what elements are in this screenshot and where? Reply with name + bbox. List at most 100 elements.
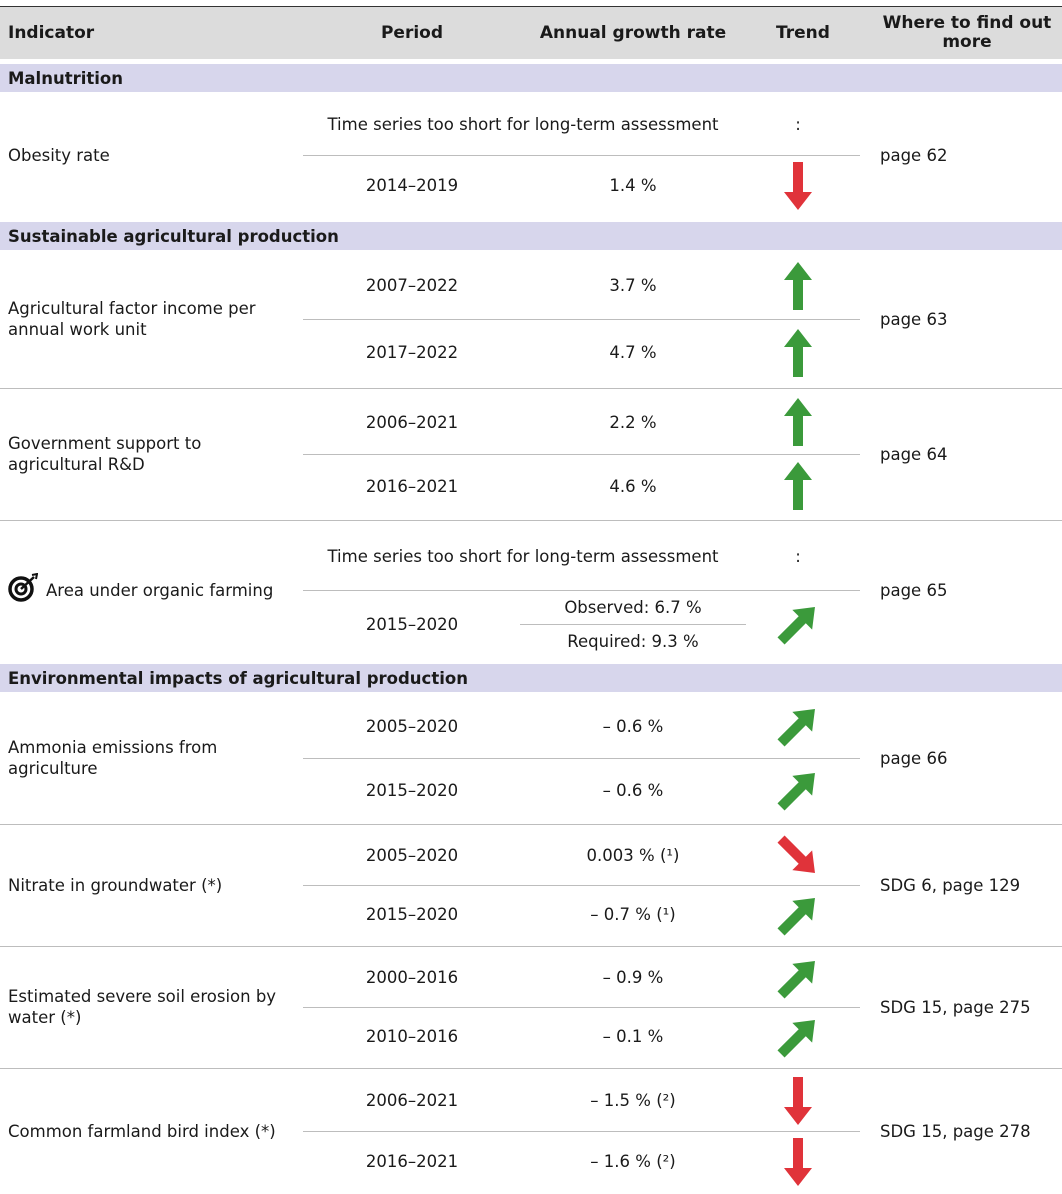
growth: – 0.6 % bbox=[602, 716, 664, 736]
period: 2015–2020 bbox=[365, 905, 459, 924]
growth: Required: 9.3 % bbox=[567, 631, 699, 651]
section-row: Malnutrition bbox=[0, 64, 1062, 92]
trend-text: : bbox=[795, 115, 801, 134]
row-divider bbox=[303, 758, 860, 759]
trend-arrow bbox=[784, 261, 812, 310]
trend-arrow bbox=[784, 161, 812, 210]
row-divider bbox=[303, 590, 860, 591]
trend bbox=[750, 885, 846, 944]
indicator-text: Area under organic farming bbox=[46, 580, 274, 600]
period: 2017–2022 bbox=[365, 343, 459, 362]
icon bbox=[8, 572, 39, 608]
growth: – 1.5 % (²) bbox=[590, 1091, 676, 1110]
trend-arrow bbox=[777, 1019, 815, 1058]
indicator: Obesity rate bbox=[8, 92, 298, 218]
group-divider bbox=[0, 824, 1062, 825]
header-growth: Annual growth rate bbox=[539, 23, 727, 43]
more: SDG 15, page 275 bbox=[880, 997, 1031, 1017]
trend-arrow bbox=[777, 607, 815, 645]
trend bbox=[750, 390, 846, 454]
section-row: Environmental impacts of agricultural pr… bbox=[0, 664, 1062, 692]
growth: – 0.1 % bbox=[602, 1027, 664, 1046]
indicator: Agricultural factor income per annual wo… bbox=[8, 250, 298, 388]
growth-divider bbox=[520, 624, 746, 625]
indicator-text: Obesity rate bbox=[8, 145, 110, 165]
header-trend: Trend bbox=[776, 23, 830, 43]
group-divider bbox=[0, 388, 1062, 389]
trend bbox=[750, 758, 846, 822]
period: 2007–2022 bbox=[365, 276, 459, 295]
period: 2006–2021 bbox=[365, 412, 459, 432]
trend bbox=[750, 319, 846, 386]
growth: Observed: 6.7 % bbox=[564, 597, 702, 617]
header-row bbox=[0, 7, 1062, 59]
target-icon bbox=[8, 572, 39, 602]
trend-arrow bbox=[784, 398, 812, 446]
trend bbox=[750, 1007, 846, 1066]
group-divider bbox=[0, 946, 1062, 947]
growth: – 1.6 % (²) bbox=[590, 1152, 676, 1171]
period: 2014–2019 bbox=[365, 176, 459, 195]
span-note: Time series too short for long-term asse… bbox=[327, 546, 719, 566]
header-period: Period bbox=[380, 23, 444, 43]
trend-arrow bbox=[777, 709, 815, 747]
growth: 0.003 % (¹) bbox=[586, 846, 680, 865]
period: 2010–2016 bbox=[365, 1027, 459, 1046]
trend-arrow bbox=[777, 960, 815, 999]
indicator-text: Common farmland bird index (*) bbox=[8, 1121, 276, 1141]
indicator: Common farmland bird index (*) bbox=[8, 1068, 298, 1194]
group-divider bbox=[0, 520, 1062, 521]
indicator-text: Ammonia emissions from agriculture bbox=[8, 738, 218, 778]
trend bbox=[750, 826, 846, 885]
trend-arrow bbox=[777, 834, 815, 873]
indicator: Nitrate in groundwater (*) bbox=[8, 824, 298, 946]
more: SDG 6, page 129 bbox=[880, 875, 1021, 895]
trend-arrow bbox=[777, 773, 815, 811]
growth: – 0.9 % bbox=[602, 968, 664, 987]
top-rule bbox=[0, 6, 1062, 7]
period: 2000–2016 bbox=[365, 968, 459, 987]
period: 2015–2020 bbox=[365, 780, 459, 800]
more: page 62 bbox=[880, 145, 948, 165]
indicator-text: Government support to agricultural R&D bbox=[8, 434, 202, 474]
indicator: Estimated severe soil erosion by water (… bbox=[8, 946, 298, 1068]
growth: – 0.6 % bbox=[602, 780, 664, 800]
growth: 3.7 % bbox=[609, 276, 657, 295]
more: page 66 bbox=[880, 748, 948, 768]
header-more: Where to find out more bbox=[882, 13, 1052, 52]
group-divider bbox=[0, 1068, 1062, 1069]
header-indicator: Indicator bbox=[8, 23, 95, 43]
period: 2016–2021 bbox=[365, 1152, 459, 1171]
indicator: Area under organic farming bbox=[8, 520, 298, 660]
trend bbox=[750, 155, 846, 216]
period: 2005–2020 bbox=[365, 716, 459, 736]
trend-text: : bbox=[795, 546, 801, 566]
growth: – 0.7 % (¹) bbox=[590, 905, 676, 924]
growth: 2.2 % bbox=[609, 412, 657, 432]
indicator: Ammonia emissions from agriculture bbox=[8, 692, 298, 824]
trend bbox=[750, 454, 846, 518]
row-divider bbox=[303, 885, 860, 886]
section-row: Sustainable agricultural production bbox=[0, 222, 1062, 250]
row-divider bbox=[303, 1131, 860, 1132]
more: page 65 bbox=[880, 580, 948, 600]
more: page 63 bbox=[880, 309, 948, 329]
trend bbox=[750, 1131, 846, 1192]
span-note: Time series too short for long-term asse… bbox=[327, 115, 719, 134]
indicator-text: Agricultural factor income per annual wo… bbox=[8, 299, 256, 339]
trend-arrow bbox=[777, 897, 815, 936]
trend bbox=[750, 948, 846, 1007]
period: 2006–2021 bbox=[365, 1091, 459, 1110]
more: SDG 15, page 278 bbox=[880, 1121, 1031, 1141]
indicator-text: Nitrate in groundwater (*) bbox=[8, 875, 223, 895]
period: 2015–2020 bbox=[365, 614, 459, 634]
growth: 1.4 % bbox=[609, 176, 657, 195]
trend bbox=[750, 252, 846, 319]
trend bbox=[750, 1070, 846, 1131]
growth: 4.7 % bbox=[609, 343, 657, 362]
row-divider bbox=[303, 155, 860, 156]
trend bbox=[750, 590, 846, 658]
growth: 4.6 % bbox=[609, 476, 657, 496]
trend-arrow bbox=[784, 1137, 812, 1186]
